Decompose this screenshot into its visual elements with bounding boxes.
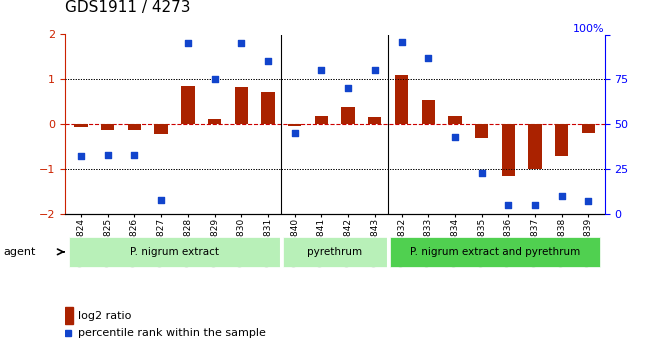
Text: 100%: 100% <box>573 24 604 34</box>
Text: GDS1911 / 4273: GDS1911 / 4273 <box>65 0 190 15</box>
Bar <box>502 124 515 176</box>
Bar <box>181 86 194 124</box>
Text: P. nigrum extract: P. nigrum extract <box>130 247 219 257</box>
Point <box>263 59 273 64</box>
Point <box>423 55 434 61</box>
Bar <box>422 99 435 124</box>
Bar <box>315 116 328 124</box>
Bar <box>235 87 248 124</box>
Point <box>316 68 326 73</box>
Text: agent: agent <box>3 247 36 257</box>
FancyBboxPatch shape <box>69 237 280 267</box>
Point <box>343 86 354 91</box>
Point <box>103 152 113 157</box>
Bar <box>155 124 168 134</box>
Bar <box>555 124 569 156</box>
Point <box>76 154 86 159</box>
Bar <box>528 124 541 169</box>
Point <box>236 41 246 46</box>
Point <box>289 130 300 136</box>
Bar <box>288 124 302 126</box>
Point <box>556 193 567 199</box>
Bar <box>582 124 595 133</box>
Point <box>156 197 166 202</box>
Point <box>183 41 193 46</box>
Bar <box>261 92 275 124</box>
Text: pyrethrum: pyrethrum <box>307 247 362 257</box>
Point <box>396 39 407 45</box>
Text: percentile rank within the sample: percentile rank within the sample <box>79 328 266 338</box>
Bar <box>475 124 488 138</box>
Bar <box>341 107 355 124</box>
Bar <box>368 117 382 124</box>
Point <box>503 202 514 208</box>
Bar <box>208 119 221 124</box>
Point <box>370 68 380 73</box>
Point <box>476 170 487 175</box>
Bar <box>65 307 73 324</box>
FancyBboxPatch shape <box>283 237 387 267</box>
Point <box>530 202 540 208</box>
Text: P. nigrum extract and pyrethrum: P. nigrum extract and pyrethrum <box>410 247 580 257</box>
Point <box>583 199 593 204</box>
Text: log2 ratio: log2 ratio <box>79 311 132 321</box>
Bar <box>101 124 114 130</box>
FancyBboxPatch shape <box>389 237 601 267</box>
Bar <box>395 75 408 124</box>
Point <box>209 77 220 82</box>
Point <box>129 152 140 157</box>
Point <box>450 134 460 139</box>
Bar <box>448 116 461 124</box>
Bar <box>128 124 141 130</box>
Bar <box>74 124 88 127</box>
